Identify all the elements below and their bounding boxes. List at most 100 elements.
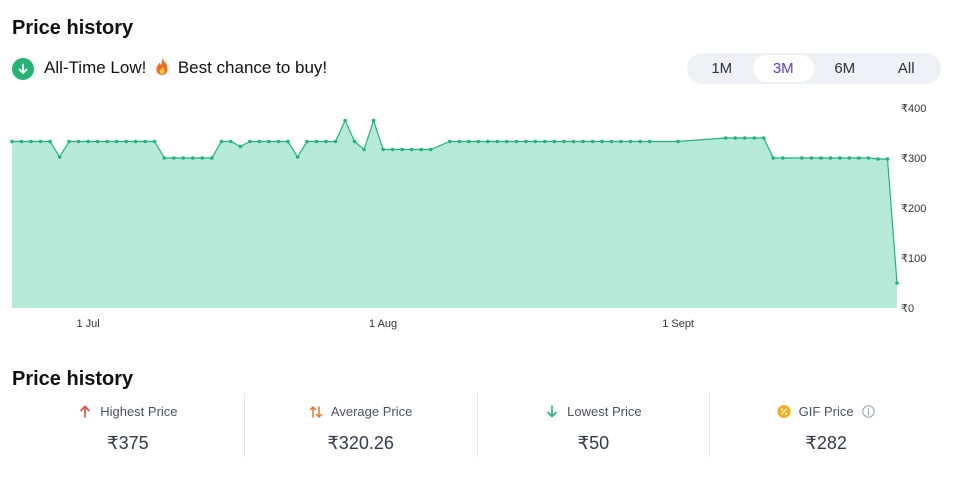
stat-highest: Highest Price ₹375 [12, 393, 244, 457]
range-tabs: 1M 3M 6M All [687, 53, 941, 84]
price-point [29, 139, 33, 144]
x-axis-ticks: 1 Jul 1 Aug 1 Sept [76, 318, 694, 330]
price-point [419, 147, 424, 152]
price-point [876, 157, 880, 161]
price-point [638, 139, 642, 144]
price-point [895, 281, 899, 285]
price-point [95, 139, 100, 144]
price-point [76, 139, 81, 144]
price-point [305, 139, 309, 144]
y-tick-label: ₹100 [901, 253, 926, 265]
price-point [409, 147, 414, 152]
price-point [162, 156, 167, 160]
price-point [200, 156, 205, 160]
fire-icon [154, 57, 170, 81]
y-tick-label: ₹400 [901, 103, 926, 115]
price-point [590, 139, 595, 144]
price-point [152, 139, 157, 144]
tab-all[interactable]: All [897, 60, 915, 77]
x-tick-label: 1 Sept [662, 318, 694, 330]
price-point [838, 156, 842, 160]
stat-value: ₹50 [577, 433, 610, 453]
price-point [210, 156, 214, 160]
price-point [676, 139, 680, 144]
tab-6m[interactable]: 6M [834, 60, 856, 77]
tab-1m[interactable]: 1M [711, 60, 733, 77]
swap-arrows-icon [309, 405, 323, 419]
x-tick-label: 1 Jul [76, 318, 99, 330]
price-point [257, 139, 262, 144]
price-point [229, 139, 233, 144]
price-point [371, 118, 376, 123]
price-point [390, 147, 395, 152]
stat-lowest: Lowest Price ₹50 [476, 393, 710, 457]
price-point [847, 156, 852, 160]
price-point [609, 139, 614, 144]
price-point [600, 139, 604, 144]
price-point [771, 156, 776, 160]
price-point [828, 156, 833, 160]
price-point [476, 139, 481, 144]
price-point [314, 139, 319, 144]
price-point [19, 139, 24, 144]
price-point [742, 136, 747, 140]
price-point [809, 156, 814, 160]
price-point [172, 156, 176, 160]
price-point [267, 139, 271, 144]
price-point [447, 139, 452, 144]
price-point [295, 155, 300, 159]
stat-value: ₹375 [107, 433, 149, 453]
price-point [524, 139, 528, 144]
price-point [133, 139, 138, 144]
price-point [248, 139, 252, 144]
stat-label: Average Price [330, 404, 413, 419]
price-point [276, 139, 281, 144]
price-point [628, 139, 633, 144]
price-point [48, 139, 52, 144]
info-icon[interactable] [862, 405, 876, 419]
price-point [505, 139, 509, 144]
price-point [362, 147, 366, 152]
price-point [10, 139, 14, 144]
stat-value: ₹282 [805, 433, 847, 453]
stat-label: GIF Price [798, 404, 854, 419]
stat-label: Lowest Price [567, 404, 642, 419]
price-point [467, 139, 471, 144]
price-point [86, 139, 90, 144]
price-point [857, 156, 861, 160]
price-point [38, 139, 43, 144]
price-point [647, 139, 652, 144]
price-point [67, 139, 71, 144]
arrow-down-icon [545, 405, 559, 419]
price-point [819, 156, 823, 160]
y-tick-label: ₹200 [901, 203, 926, 215]
arrow-up-icon [78, 405, 92, 419]
price-point [571, 139, 576, 144]
price-point [457, 139, 462, 144]
x-tick-label: 1 Aug [369, 318, 397, 330]
price-point [57, 155, 62, 159]
price-point [105, 139, 109, 144]
stat-value: ₹320.26 [327, 433, 394, 453]
price-point [238, 144, 243, 149]
price-point [733, 136, 737, 140]
price-point [723, 136, 728, 140]
stat-label: Highest Price [100, 404, 178, 419]
y-axis-ticks: ₹400 ₹300 ₹200 ₹100 ₹0 [901, 103, 926, 315]
price-point [581, 139, 585, 144]
price-point [866, 156, 871, 160]
price-point [333, 139, 338, 144]
price-point [543, 139, 547, 144]
price-point [324, 139, 328, 144]
arrow-down-circle-icon [12, 58, 34, 80]
price-point [495, 139, 500, 144]
price-point [114, 139, 119, 144]
price-point [552, 139, 557, 144]
price-point [400, 147, 405, 152]
tab-3m[interactable]: 3M [752, 55, 814, 82]
price-point [486, 139, 490, 144]
price-point [762, 136, 766, 140]
price-point [343, 118, 347, 123]
price-stats: Highest Price ₹375 Average Price ₹320.26… [12, 393, 942, 457]
stats-title: Price history [12, 368, 134, 390]
